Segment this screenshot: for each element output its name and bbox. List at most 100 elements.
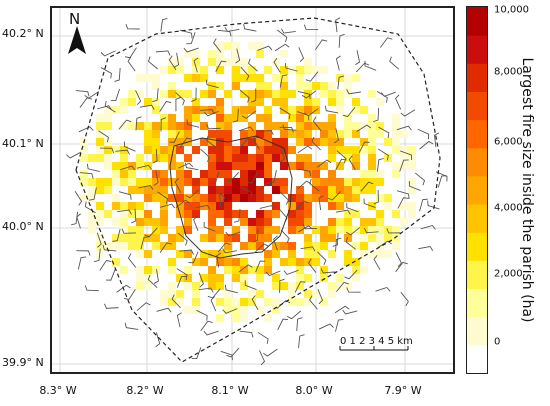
fire-cell bbox=[264, 258, 272, 266]
wind-barb bbox=[286, 310, 302, 320]
fire-cell bbox=[216, 130, 224, 138]
wind-barb bbox=[373, 255, 381, 270]
wind-barb bbox=[168, 55, 177, 71]
wind-barb bbox=[144, 227, 158, 238]
fire-cell bbox=[224, 250, 232, 258]
wind-barb bbox=[244, 280, 257, 290]
wind-barb bbox=[193, 215, 199, 231]
wind-barb bbox=[324, 105, 339, 114]
fire-cell bbox=[144, 186, 152, 194]
wind-barb bbox=[136, 302, 151, 311]
fire-cell bbox=[240, 266, 248, 274]
fire-cell bbox=[192, 186, 200, 194]
fire-cell bbox=[168, 298, 176, 306]
fire-cell bbox=[240, 146, 248, 154]
wind-barb bbox=[160, 18, 168, 32]
colorbar-band bbox=[467, 288, 487, 318]
fire-cell bbox=[328, 82, 336, 90]
fire-cell bbox=[296, 106, 304, 114]
fire-cell bbox=[120, 146, 128, 154]
fire-cell bbox=[320, 66, 328, 74]
fire-cell bbox=[184, 282, 192, 290]
wind-barb bbox=[335, 55, 341, 71]
wind-barb bbox=[377, 240, 393, 249]
wind-barb bbox=[295, 200, 309, 210]
fire-cell bbox=[216, 138, 224, 146]
fire-cell bbox=[360, 122, 368, 130]
wind-barb bbox=[159, 242, 172, 253]
wind-barb bbox=[84, 91, 99, 99]
fire-cell bbox=[336, 186, 344, 194]
fire-cell bbox=[368, 114, 376, 122]
fire-cell bbox=[224, 42, 232, 50]
parish-boundary bbox=[169, 135, 293, 259]
fire-cell bbox=[312, 194, 320, 202]
fire-cell bbox=[136, 242, 144, 250]
wind-barb bbox=[147, 56, 159, 70]
fire-cell bbox=[168, 146, 176, 154]
fire-cell bbox=[200, 122, 208, 130]
fire-cell bbox=[320, 266, 328, 274]
fire-cell bbox=[120, 122, 128, 130]
wind-barb bbox=[139, 104, 155, 110]
fire-cell bbox=[224, 122, 232, 130]
fire-cell bbox=[232, 178, 240, 186]
fire-cell bbox=[224, 162, 232, 170]
wind-barb bbox=[160, 117, 167, 132]
fire-cell bbox=[232, 194, 240, 202]
fire-cell bbox=[232, 274, 240, 282]
fire-cell bbox=[256, 162, 264, 170]
fire-cell bbox=[176, 250, 184, 258]
wind-barb bbox=[222, 248, 238, 254]
wind-barb bbox=[263, 348, 278, 357]
fire-cell bbox=[168, 234, 176, 242]
fire-cell bbox=[336, 218, 344, 226]
fire-cell bbox=[216, 58, 224, 66]
fire-cell bbox=[336, 138, 344, 146]
wind-barb bbox=[335, 237, 342, 252]
fire-cell bbox=[248, 74, 256, 82]
wind-barb bbox=[171, 294, 181, 309]
fire-cell bbox=[360, 266, 368, 274]
fire-cell bbox=[152, 98, 160, 106]
wind-barb bbox=[255, 260, 266, 273]
wind-barb bbox=[279, 74, 288, 88]
fire-cell bbox=[88, 186, 96, 194]
fire-cell bbox=[192, 282, 200, 290]
fire-cell bbox=[224, 234, 232, 242]
wind-barb bbox=[116, 284, 131, 293]
wind-barb bbox=[188, 251, 199, 264]
fire-cell bbox=[232, 306, 240, 314]
wind-barb bbox=[175, 92, 185, 106]
wind-barb bbox=[400, 109, 416, 117]
wind-barb bbox=[243, 23, 257, 32]
fire-cell bbox=[320, 226, 328, 234]
wind-barb bbox=[76, 250, 91, 256]
fire-cell bbox=[320, 122, 328, 130]
fire-cell bbox=[272, 202, 280, 210]
fire-cell bbox=[264, 122, 272, 130]
fire-cell bbox=[208, 266, 216, 274]
wind-barb bbox=[118, 191, 132, 200]
fire-cell bbox=[144, 266, 152, 274]
fire-cell bbox=[280, 82, 288, 90]
fire-cell bbox=[192, 146, 200, 154]
fire-cell bbox=[352, 74, 360, 82]
fire-cell bbox=[328, 138, 336, 146]
wind-barb bbox=[338, 33, 345, 48]
fire-cell bbox=[176, 146, 184, 154]
wind-barb bbox=[332, 232, 339, 247]
fire-cell bbox=[336, 226, 344, 234]
wind-barb bbox=[203, 330, 219, 336]
fire-cell bbox=[192, 178, 200, 186]
fire-cell bbox=[328, 290, 336, 298]
wind-barb bbox=[96, 105, 113, 111]
fire-cell bbox=[328, 234, 336, 242]
fire-cell bbox=[328, 202, 336, 210]
wind-barb bbox=[84, 285, 99, 292]
wind-barb bbox=[152, 88, 159, 103]
fire-cell bbox=[240, 186, 248, 194]
fire-cell bbox=[288, 146, 296, 154]
fire-cell bbox=[256, 50, 264, 58]
wind-barb bbox=[298, 334, 305, 349]
